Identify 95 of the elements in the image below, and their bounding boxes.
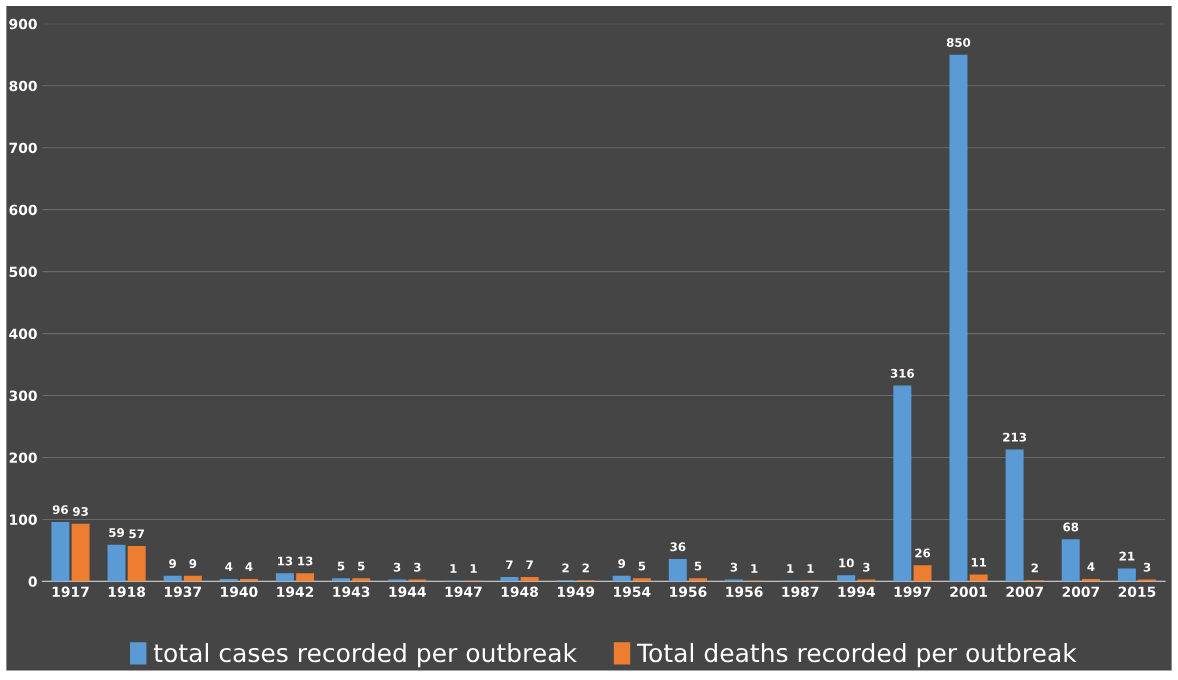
x-tick-label: 1994	[838, 586, 876, 598]
data-label: 9	[189, 559, 197, 568]
data-label: 5	[694, 561, 702, 571]
data-label: 1	[470, 564, 477, 573]
bar	[1117, 568, 1136, 582]
x-tick-label: 1937	[164, 586, 201, 598]
data-label: 9	[169, 559, 176, 568]
x-tick-label: 1948	[501, 586, 538, 598]
x-tick-label: 1944	[389, 586, 426, 598]
y-tick-label: 900	[9, 18, 37, 30]
bar	[500, 577, 519, 582]
bar	[837, 575, 856, 582]
bar	[332, 578, 351, 582]
x-tick-label: 1949	[557, 586, 595, 598]
data-label: 5	[358, 561, 365, 571]
x-tick-label: 1942	[277, 586, 314, 598]
legend-label: Total deaths recorded per outbreak	[636, 642, 1077, 668]
x-tick-label: 1918	[108, 586, 146, 598]
data-label: 59	[109, 528, 124, 537]
data-label: 26	[915, 548, 931, 558]
bar	[107, 544, 126, 582]
data-label: 213	[1003, 432, 1026, 442]
bar	[71, 523, 90, 582]
data-label: 4	[225, 562, 233, 571]
bar	[275, 573, 294, 582]
y-tick-label: 300	[9, 390, 37, 402]
data-label: 57	[129, 529, 144, 539]
data-label: 4	[1087, 562, 1095, 571]
y-tick-label: 200	[9, 452, 37, 463]
bar	[949, 54, 968, 582]
data-label: 3	[393, 562, 401, 572]
x-tick-label: 1917	[52, 586, 89, 598]
y-tick-label: 700	[9, 142, 37, 154]
data-label: 7	[526, 560, 533, 570]
x-tick-label: 1940	[221, 586, 258, 598]
x-tick-label: 1943	[333, 586, 370, 598]
bar	[612, 575, 631, 582]
bar	[632, 578, 651, 582]
data-label: 13	[278, 556, 293, 566]
data-label: 1	[787, 564, 794, 573]
y-tick-label: 100	[10, 514, 37, 525]
x-tick-label: 1947	[445, 586, 482, 598]
x-tick-label: 1954	[614, 586, 651, 598]
data-label: 3	[863, 562, 870, 572]
x-tick-label: 2001	[950, 586, 987, 598]
data-label: 96	[52, 505, 68, 515]
bar	[689, 578, 708, 582]
bar	[520, 577, 539, 582]
bar	[127, 546, 146, 582]
x-tick-label: 1956	[670, 586, 707, 598]
data-label: 1	[751, 564, 758, 573]
data-label: 3	[730, 562, 738, 572]
y-tick-label: 800	[9, 80, 37, 92]
data-label: 5	[638, 561, 646, 571]
data-label: 10	[839, 558, 854, 568]
bar	[352, 578, 371, 582]
bar	[1061, 539, 1080, 582]
data-label: 4	[245, 562, 253, 571]
bar	[668, 559, 687, 582]
bar	[1005, 449, 1024, 582]
y-tick-label: 500	[9, 266, 37, 278]
data-label: 7	[506, 560, 513, 570]
data-label: 21	[1119, 551, 1135, 561]
data-label: 316	[890, 368, 915, 378]
x-tick-label: 1997	[894, 586, 931, 598]
x-tick-label: 2015	[1118, 586, 1156, 598]
data-label: 2	[562, 563, 569, 573]
x-tick-label: 1956	[726, 586, 763, 598]
bar	[296, 573, 315, 582]
data-label: 11	[971, 557, 987, 567]
data-label: 9	[618, 559, 626, 568]
y-tick-label: 600	[9, 204, 37, 216]
x-tick-label: 2007	[1062, 586, 1100, 598]
x-tick-label: 2007	[1006, 586, 1043, 598]
data-label: 3	[1143, 562, 1151, 572]
data-label: 68	[1063, 522, 1079, 532]
data-label: 2	[582, 563, 589, 573]
bar	[913, 565, 932, 582]
data-label: 36	[670, 542, 686, 552]
legend-label: total cases recorded per outbreak	[153, 642, 577, 668]
data-label: 3	[414, 562, 421, 572]
bar	[893, 385, 912, 582]
data-label: 1	[807, 564, 814, 573]
data-label: 93	[72, 507, 88, 516]
bar	[163, 575, 182, 582]
bar	[183, 575, 202, 582]
data-label: 13	[298, 556, 313, 566]
data-label: 850	[946, 38, 971, 47]
data-label: 2	[1031, 563, 1038, 573]
data-label: 5	[337, 561, 345, 571]
y-tick-label: 400	[9, 328, 37, 340]
data-label: 1	[450, 564, 457, 573]
x-tick-label: 1987	[782, 586, 819, 598]
y-tick-label: 0	[28, 576, 37, 587]
bar	[51, 521, 70, 582]
